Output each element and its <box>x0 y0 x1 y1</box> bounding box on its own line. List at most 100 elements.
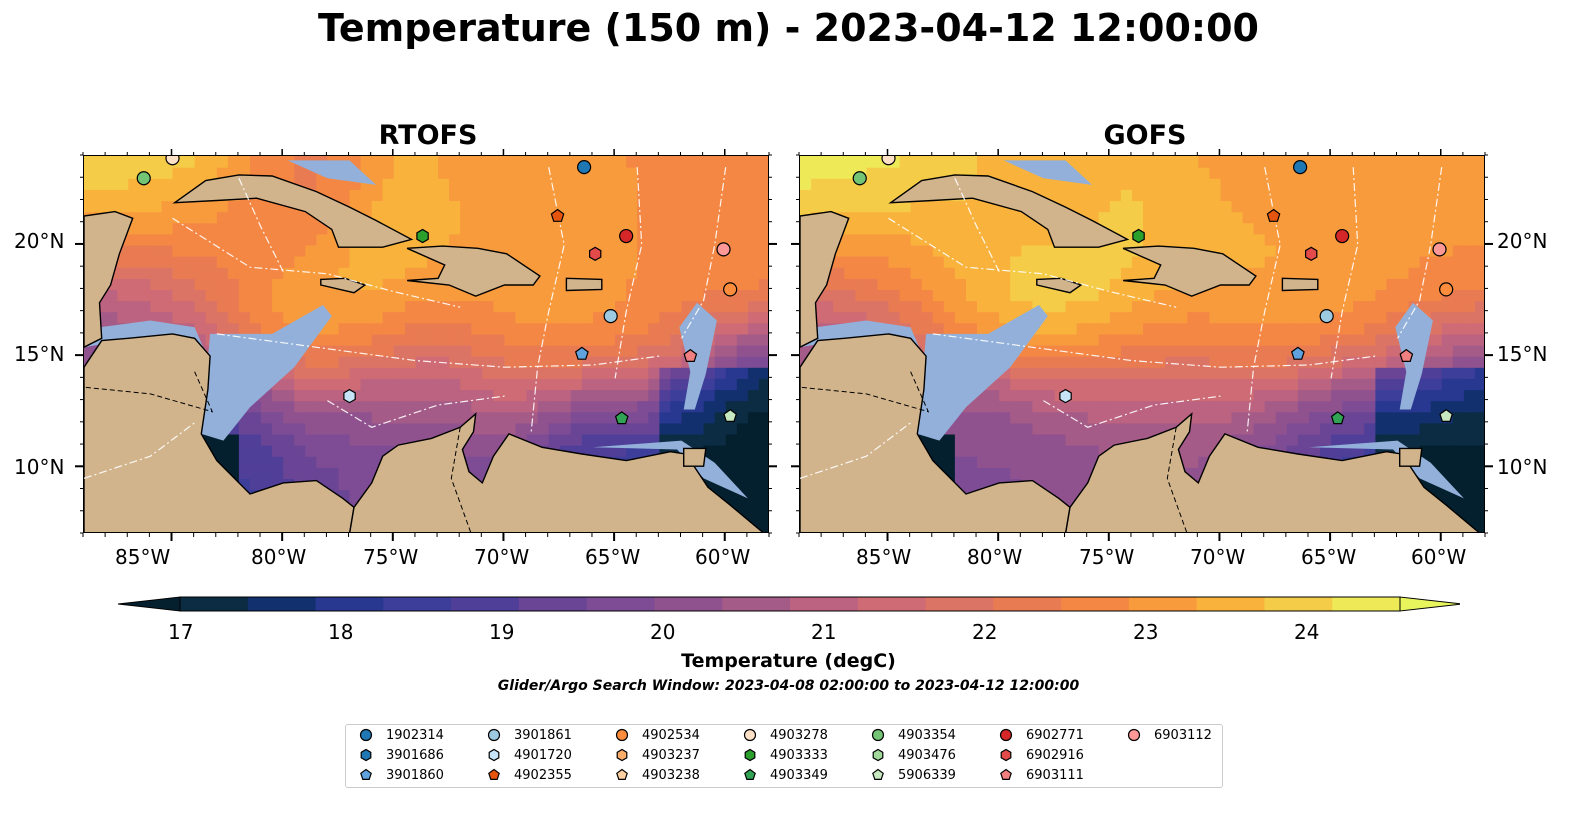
field-cell <box>316 289 329 302</box>
field-cell <box>471 156 483 168</box>
field-cell <box>1220 222 1233 235</box>
field-cell <box>1275 333 1288 346</box>
field-cell <box>482 445 494 457</box>
field-cell <box>659 222 672 235</box>
field-cell <box>526 300 539 313</box>
field-cell <box>1209 400 1222 413</box>
field-cell <box>1430 356 1443 368</box>
legend-item: 6903112 <box>1126 727 1212 743</box>
field-cell <box>888 278 901 290</box>
field-cell <box>183 300 196 313</box>
field-cell <box>1198 367 1210 379</box>
field-cell <box>172 178 185 190</box>
field-cell <box>415 256 428 268</box>
field-cell <box>932 456 945 468</box>
field-cell <box>272 300 284 313</box>
field-cell <box>877 278 890 290</box>
field-cell <box>1154 233 1166 246</box>
field-cell <box>626 189 638 202</box>
legend-marker-pentagon <box>488 768 500 780</box>
field-cell <box>1187 356 1199 368</box>
field-cell <box>615 311 627 324</box>
field-cell <box>648 445 660 457</box>
land-southAmerica <box>1065 412 1480 532</box>
field-cell <box>1198 356 1210 368</box>
field-cell <box>504 233 517 246</box>
field-cell <box>1165 322 1177 335</box>
field-cell <box>954 300 967 313</box>
field-cell <box>626 400 638 413</box>
field-cell <box>1419 300 1432 313</box>
field-cell <box>570 233 583 246</box>
field-cell <box>1309 433 1321 446</box>
field-cell <box>526 311 539 324</box>
field-cell <box>1264 233 1277 246</box>
field-cell <box>338 256 351 268</box>
field-cell <box>1231 422 1244 435</box>
field-cell <box>943 311 956 324</box>
field-cell <box>692 422 705 435</box>
field-cell <box>1032 400 1045 413</box>
field-cell <box>393 333 406 346</box>
field-cell <box>415 211 428 224</box>
field-cell <box>1408 267 1421 279</box>
field-cell <box>747 211 760 224</box>
field-cell <box>360 433 373 446</box>
field-cell <box>515 300 528 313</box>
field-cell <box>1253 422 1266 435</box>
eez-line <box>614 167 643 379</box>
field-cell <box>1021 456 1033 468</box>
field-cell <box>1331 222 1343 235</box>
field-cell <box>1032 411 1045 424</box>
field-cell <box>725 256 738 268</box>
field-cell <box>449 367 461 379</box>
field-cell <box>438 178 450 190</box>
field-cell <box>382 400 395 413</box>
field-cell <box>427 178 439 190</box>
field-cell <box>1419 378 1432 391</box>
field-cell <box>626 411 638 424</box>
field-cell <box>747 244 760 257</box>
field-cell <box>1187 156 1199 168</box>
field-cell <box>1231 345 1244 357</box>
field-cell <box>548 422 561 435</box>
field-cell <box>216 456 229 468</box>
field-cell <box>659 256 672 268</box>
field-cell <box>888 233 901 246</box>
eez-line <box>800 422 911 479</box>
field-cell <box>415 400 428 413</box>
field-cell <box>471 400 483 413</box>
field-cell <box>150 167 163 179</box>
colorbar-tick: 23 <box>1133 620 1159 644</box>
field-cell <box>349 256 362 268</box>
field-cell <box>1275 345 1288 357</box>
field-cell <box>371 244 384 257</box>
field-cell <box>1452 367 1465 379</box>
colorbar <box>117 596 1460 612</box>
field-cell <box>703 411 716 424</box>
field-cell <box>1386 433 1399 446</box>
field-cell <box>250 256 262 268</box>
field-cell <box>615 244 627 257</box>
field-cell <box>382 211 395 224</box>
field-cell <box>205 433 218 446</box>
field-cell <box>1386 400 1399 413</box>
field-cell <box>1331 389 1343 402</box>
map-panel-gofs[interactable] <box>799 155 1485 533</box>
field-cell <box>548 378 561 391</box>
field-cell <box>84 345 96 357</box>
field-cell <box>183 267 196 279</box>
field-cell <box>250 244 262 257</box>
field-cell <box>338 300 351 313</box>
field-cell <box>504 345 517 357</box>
field-cell <box>692 278 705 290</box>
field-cell <box>714 278 727 290</box>
field-cell <box>183 156 196 168</box>
map-panel-rtofs[interactable] <box>83 155 769 533</box>
field-cell <box>1187 300 1199 313</box>
field-cell <box>1452 478 1465 491</box>
field-cell <box>1275 367 1288 379</box>
field-cell <box>1309 300 1321 313</box>
field-cell <box>1364 167 1376 179</box>
field-cell <box>1264 256 1277 268</box>
